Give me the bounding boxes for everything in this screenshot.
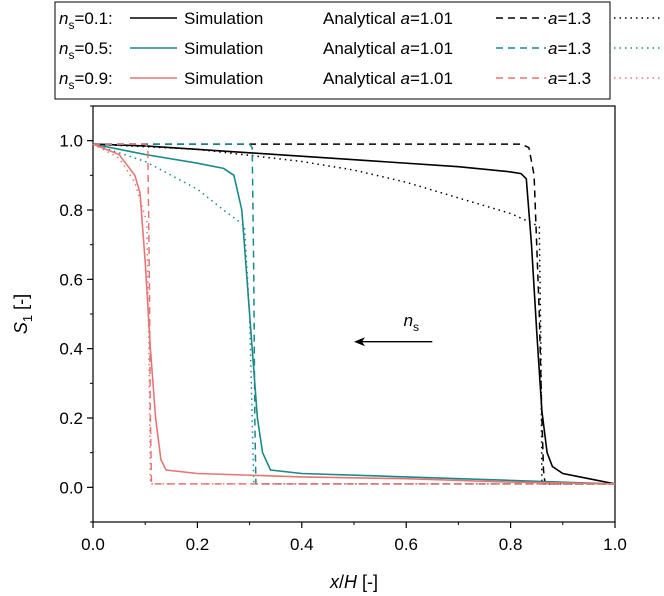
x-tick-label: 0.4 — [290, 535, 314, 554]
y-tick-label: 0.6 — [59, 270, 83, 289]
legend-group-label: ns=0.5: — [59, 39, 113, 62]
legend-row: ns=0.5: Simulation Analytical a=1.01 a=1.3 — [59, 39, 660, 62]
series-layer — [92, 143, 616, 485]
x-tick-label: 0.6 — [394, 535, 418, 554]
annotation-arrow-head — [354, 337, 365, 347]
series-line-ns05-analytical-a1.3 — [92, 143, 615, 485]
ticks-layer: 0.0 0.2 0.4 0.6 0.8 1.0 0.0 0.2 0.4 0.6 0.8 1.0 — [59, 105, 627, 554]
series-line-ns01-analytical-a1.3 — [92, 143, 615, 485]
y-tick-label: 1.0 — [59, 132, 83, 151]
annotation-label: ns — [404, 311, 419, 334]
legend-label-analytical: Analytical a=1.01 — [323, 69, 453, 88]
series-line-ns09-simulation — [92, 143, 616, 485]
legend-label-simulation: Simulation — [184, 69, 263, 88]
legend: ns=0.1: Simulation Analytical a=1.01 a=1.3n… — [54, 1, 660, 100]
legend-label-a13: a=1.3 — [548, 69, 591, 88]
y-tick-label: 0.2 — [59, 409, 83, 428]
legend-group-label: ns=0.9: — [59, 69, 113, 92]
legend-row: ns=0.9: Simulation Analytical a=1.01 a=1.3 — [59, 69, 660, 92]
series-line-ns05-analytical-a1.01 — [93, 143, 615, 485]
legend-label-a13: a=1.3 — [548, 9, 591, 28]
x-tick-label: 0.8 — [499, 535, 523, 554]
legend-label-a13: a=1.3 — [548, 39, 591, 58]
x-axis-label: x/H [-] — [329, 572, 378, 592]
legend-label-analytical: Analytical a=1.01 — [323, 9, 453, 28]
y-axis-label: S1 [-] — [11, 294, 35, 334]
series-line-ns09-analytical-a1.3 — [92, 143, 615, 485]
legend-label-simulation: Simulation — [184, 9, 263, 28]
plot-frame — [92, 105, 616, 523]
legend-row: ns=0.1: Simulation Analytical a=1.01 a=1.3 — [59, 9, 660, 32]
x-tick-label: 0.0 — [81, 535, 105, 554]
series-line-ns01-simulation — [92, 143, 616, 485]
legend-label-analytical: Analytical a=1.01 — [323, 39, 453, 58]
legend-group-label: ns=0.1: — [59, 9, 113, 32]
annotation-layer: ns — [354, 311, 433, 347]
legend-label-simulation: Simulation — [184, 39, 263, 58]
series-line-ns01-analytical-a1.01 — [93, 143, 615, 485]
x-tick-label: 1.0 — [603, 535, 627, 554]
y-tick-label: 0.0 — [59, 478, 83, 497]
x-tick-label: 0.2 — [186, 535, 210, 554]
series-line-ns05-simulation — [92, 143, 616, 485]
y-tick-label: 0.8 — [59, 201, 83, 220]
y-tick-label: 0.4 — [59, 340, 83, 359]
series-line-ns09-analytical-a1.01 — [93, 143, 615, 485]
